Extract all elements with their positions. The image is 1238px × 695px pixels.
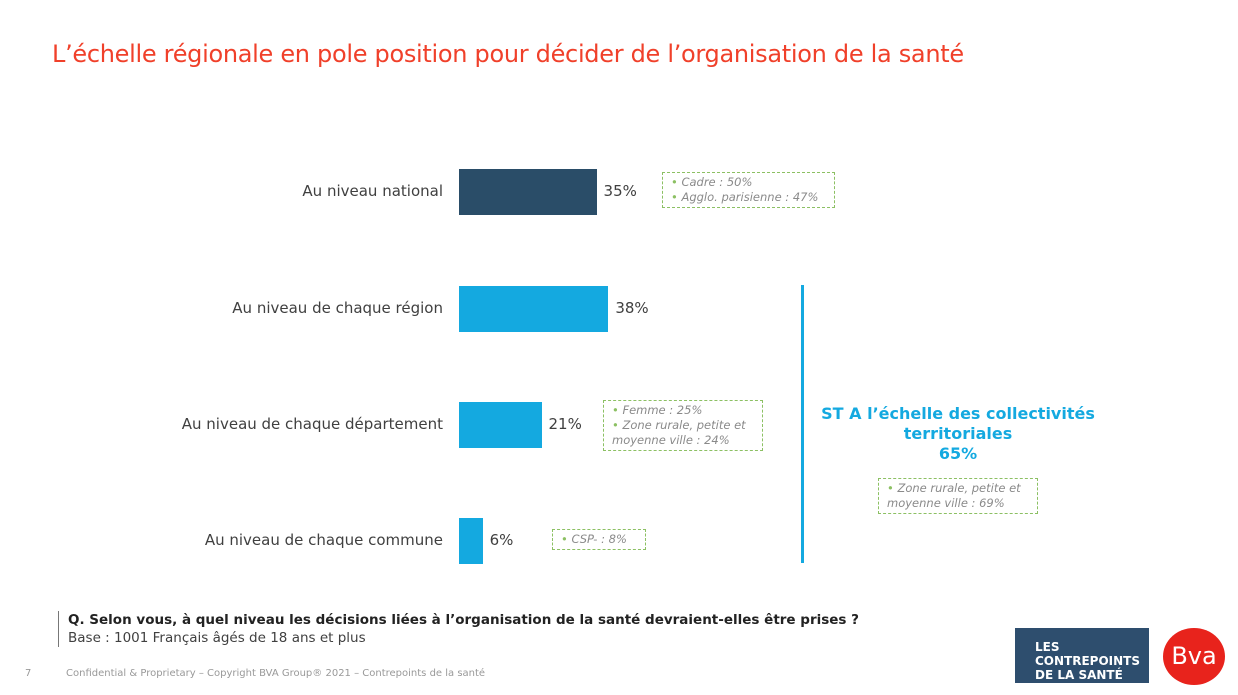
category-label: Au niveau de chaque région <box>232 299 443 317</box>
question-text: Q. Selon vous, à quel niveau les décisio… <box>68 612 859 628</box>
question-box: Q. Selon vous, à quel niveau les décisio… <box>58 611 859 647</box>
bva-logo: Bva <box>1163 628 1225 685</box>
subtotal-value: 65% <box>938 444 978 463</box>
bar <box>459 169 597 215</box>
annotation-text: Agglo. parisienne : 47% <box>681 190 819 204</box>
annotation-text: Zone rurale, petite et moyenne ville : 2… <box>612 418 746 447</box>
category-label: Au niveau de chaque département <box>181 415 443 433</box>
subtotal-note-text: Zone rurale, petite et moyenne ville : 6… <box>887 481 1021 510</box>
category-label: Au niveau national <box>302 182 443 200</box>
value-label: 35% <box>603 182 637 200</box>
bar <box>459 286 609 332</box>
value-label: 21% <box>548 415 582 433</box>
contrepoints-logo: LES CONTREPOINTS DE LA SANTÉ <box>1015 628 1149 683</box>
annotation-box: • Femme : 25% • Zone rurale, petite et mo… <box>603 400 763 451</box>
annotation-text: Femme : 25% <box>622 403 703 417</box>
subtotal-text: ST A l’échelle des collectivités territo… <box>821 404 1095 443</box>
bar <box>459 402 542 448</box>
subtotal-label: ST A l’échelle des collectivités territo… <box>810 404 1106 464</box>
subtotal-note: • Zone rurale, petite et moyenne ville :… <box>878 478 1038 514</box>
annotation-text: Cadre : 50% <box>681 175 753 189</box>
subtotal-bracket-line <box>801 285 804 563</box>
footer-text: Confidential & Proprietary – Copyright B… <box>66 668 486 679</box>
annotation-box: • Cadre : 50% • Agglo. parisienne : 47% <box>662 172 835 208</box>
base-text: Base : 1001 Français âgés de 18 ans et p… <box>68 630 366 646</box>
value-label: 38% <box>615 299 649 317</box>
category-label: Au niveau de chaque commune <box>204 531 443 549</box>
annotation-text: CSP- : 8% <box>571 532 627 546</box>
bar <box>459 518 483 564</box>
page-number: 7 <box>25 668 32 679</box>
value-label: 6% <box>489 531 514 549</box>
page-title: L’échelle régionale en pole position pou… <box>52 40 964 68</box>
annotation-box: • CSP- : 8% <box>552 529 646 550</box>
